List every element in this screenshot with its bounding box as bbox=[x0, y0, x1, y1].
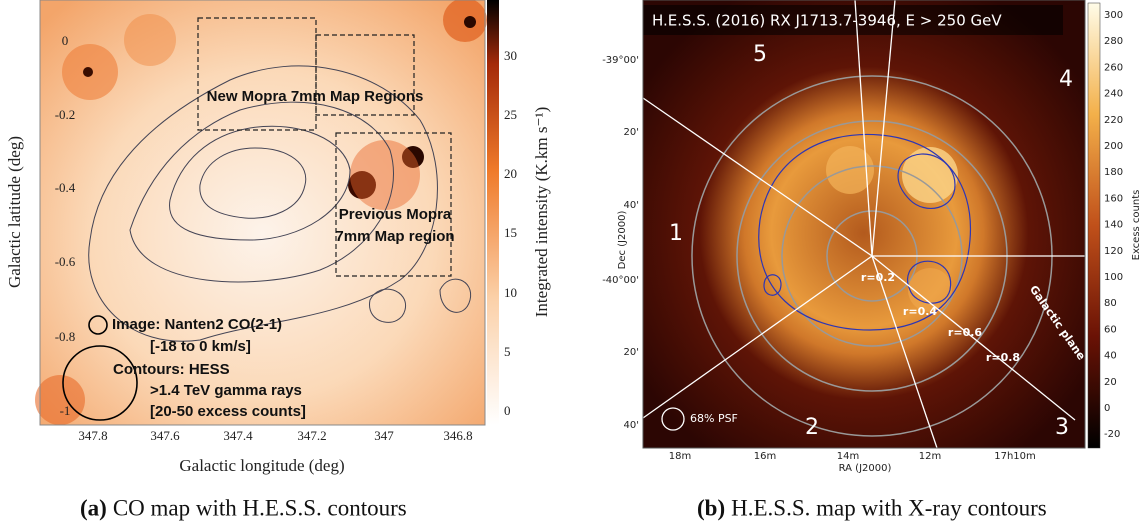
colorbar-label: Excess counts bbox=[1131, 190, 1142, 261]
annotation: Contours: HESS bbox=[113, 361, 230, 378]
x-tick-label: 347.6 bbox=[150, 428, 180, 443]
colorbar-tick-label: 160 bbox=[1104, 193, 1123, 204]
colorbar-tick-label: 260 bbox=[1104, 62, 1123, 73]
y-tick-label: 20' bbox=[624, 347, 639, 358]
y-tick-label: -0.8 bbox=[55, 329, 76, 344]
y-tick-label: -1 bbox=[60, 403, 71, 418]
colorbar-tick-label: 15 bbox=[504, 225, 517, 240]
colorbar bbox=[1088, 3, 1100, 448]
sector-label: 1 bbox=[669, 221, 683, 246]
y-tick-label: -0.6 bbox=[55, 254, 76, 269]
sector-label: 5 bbox=[753, 42, 767, 67]
sector-label: 2 bbox=[805, 415, 819, 440]
y-axis-label: Dec (J2000) bbox=[617, 211, 628, 270]
colorbar-tick-label: 180 bbox=[1104, 167, 1123, 178]
colorbar-tick-label: 60 bbox=[1104, 324, 1117, 335]
y-axis-label: Galactic latitude (deg) bbox=[5, 136, 24, 288]
annotation: [20-50 excess counts] bbox=[150, 403, 306, 420]
colorbar-tick-label: 220 bbox=[1104, 115, 1123, 126]
colorbar-label: Integrated intensity (K.km s⁻¹) bbox=[532, 107, 551, 317]
colorbar-tick-label: 240 bbox=[1104, 89, 1123, 100]
colorbar-tick-label: 30 bbox=[504, 48, 517, 63]
colorbar bbox=[487, 0, 499, 425]
annotation: >1.4 TeV gamma rays bbox=[150, 382, 302, 399]
colorbar-tick-label: 100 bbox=[1104, 272, 1123, 283]
x-tick-label: 347.8 bbox=[78, 428, 107, 443]
colorbar-tick-label: 10 bbox=[504, 285, 517, 300]
psf-label: 68% PSF bbox=[690, 412, 738, 425]
caption-text: CO map with H.E.S.S. contours bbox=[113, 495, 407, 520]
colorbar-tick-label: 5 bbox=[504, 344, 511, 359]
colorbar-tick-label: 0 bbox=[504, 403, 511, 418]
x-tick-label: 16m bbox=[754, 451, 776, 462]
colorbar-tick-label: 0 bbox=[1104, 403, 1110, 414]
map-title: H.E.S.S. (2016) RX J1713.7-3946, E > 250… bbox=[652, 12, 1002, 30]
y-tick-label: -40°00' bbox=[602, 275, 639, 286]
radius-label: r=0.8 bbox=[986, 351, 1020, 364]
colorbar-tick-label: 140 bbox=[1104, 220, 1123, 231]
x-tick-label: 347 bbox=[374, 428, 394, 443]
radius-label: r=0.6 bbox=[948, 326, 982, 339]
radius-label: r=0.2 bbox=[861, 271, 895, 284]
x-axis-label: Galactic longitude (deg) bbox=[179, 456, 344, 475]
colorbar-tick-label: 20 bbox=[504, 166, 517, 181]
x-tick-label: 347.2 bbox=[297, 428, 326, 443]
x-tick-label: 12m bbox=[919, 451, 941, 462]
panel-b bbox=[643, 0, 1100, 448]
y-tick-label: 0 bbox=[62, 33, 69, 48]
colorbar-tick-label: 200 bbox=[1104, 141, 1123, 152]
x-tick-label: 18m bbox=[669, 451, 691, 462]
annotation: Previous Mopra bbox=[339, 206, 452, 223]
colorbar-tick-label: 120 bbox=[1104, 246, 1123, 257]
colorbar-tick-label: 40 bbox=[1104, 351, 1117, 362]
annotation: 7mm Map region bbox=[335, 228, 454, 245]
y-tick-label: -0.2 bbox=[55, 107, 76, 122]
y-tick-label: 40' bbox=[624, 420, 639, 431]
hess-map bbox=[643, 0, 1085, 448]
colorbar-tick-label: 25 bbox=[504, 107, 517, 122]
y-tick-label: 40' bbox=[624, 200, 639, 211]
annotation: Image: Nanten2 CO(2-1) bbox=[112, 316, 282, 333]
caption-label: (a) bbox=[80, 495, 107, 520]
y-tick-label: -39°00' bbox=[602, 55, 639, 66]
colorbar-tick-label: 20 bbox=[1104, 377, 1117, 388]
colorbar-tick-label: -20 bbox=[1104, 429, 1120, 440]
colorbar-tick-label: 300 bbox=[1104, 10, 1123, 21]
sector-label: 3 bbox=[1055, 415, 1069, 440]
y-tick-label: 20' bbox=[624, 127, 639, 138]
sector-label: 4 bbox=[1059, 67, 1073, 92]
x-tick-label: 347.4 bbox=[223, 428, 253, 443]
x-tick-label: 17h10m bbox=[994, 451, 1036, 462]
annotation: New Mopra 7mm Map Regions bbox=[207, 88, 424, 105]
caption-label: (b) bbox=[697, 495, 725, 520]
x-tick-label: 14m bbox=[837, 451, 859, 462]
x-axis-label: RA (J2000) bbox=[839, 463, 892, 474]
caption-text: H.E.S.S. map with X-ray contours bbox=[731, 495, 1047, 520]
annotation: [-18 to 0 km/s] bbox=[150, 338, 251, 355]
colorbar-tick-label: 280 bbox=[1104, 36, 1123, 47]
x-tick-label: 346.8 bbox=[443, 428, 472, 443]
figure: 0 -0.2 -0.4 -0.6 -0.8 -1 347.8 347.6 347.4 347.2 3… bbox=[0, 0, 1147, 528]
colorbar-tick-label: 80 bbox=[1104, 298, 1117, 309]
y-tick-label: -0.4 bbox=[55, 180, 76, 195]
radius-label: r=0.4 bbox=[903, 305, 937, 318]
